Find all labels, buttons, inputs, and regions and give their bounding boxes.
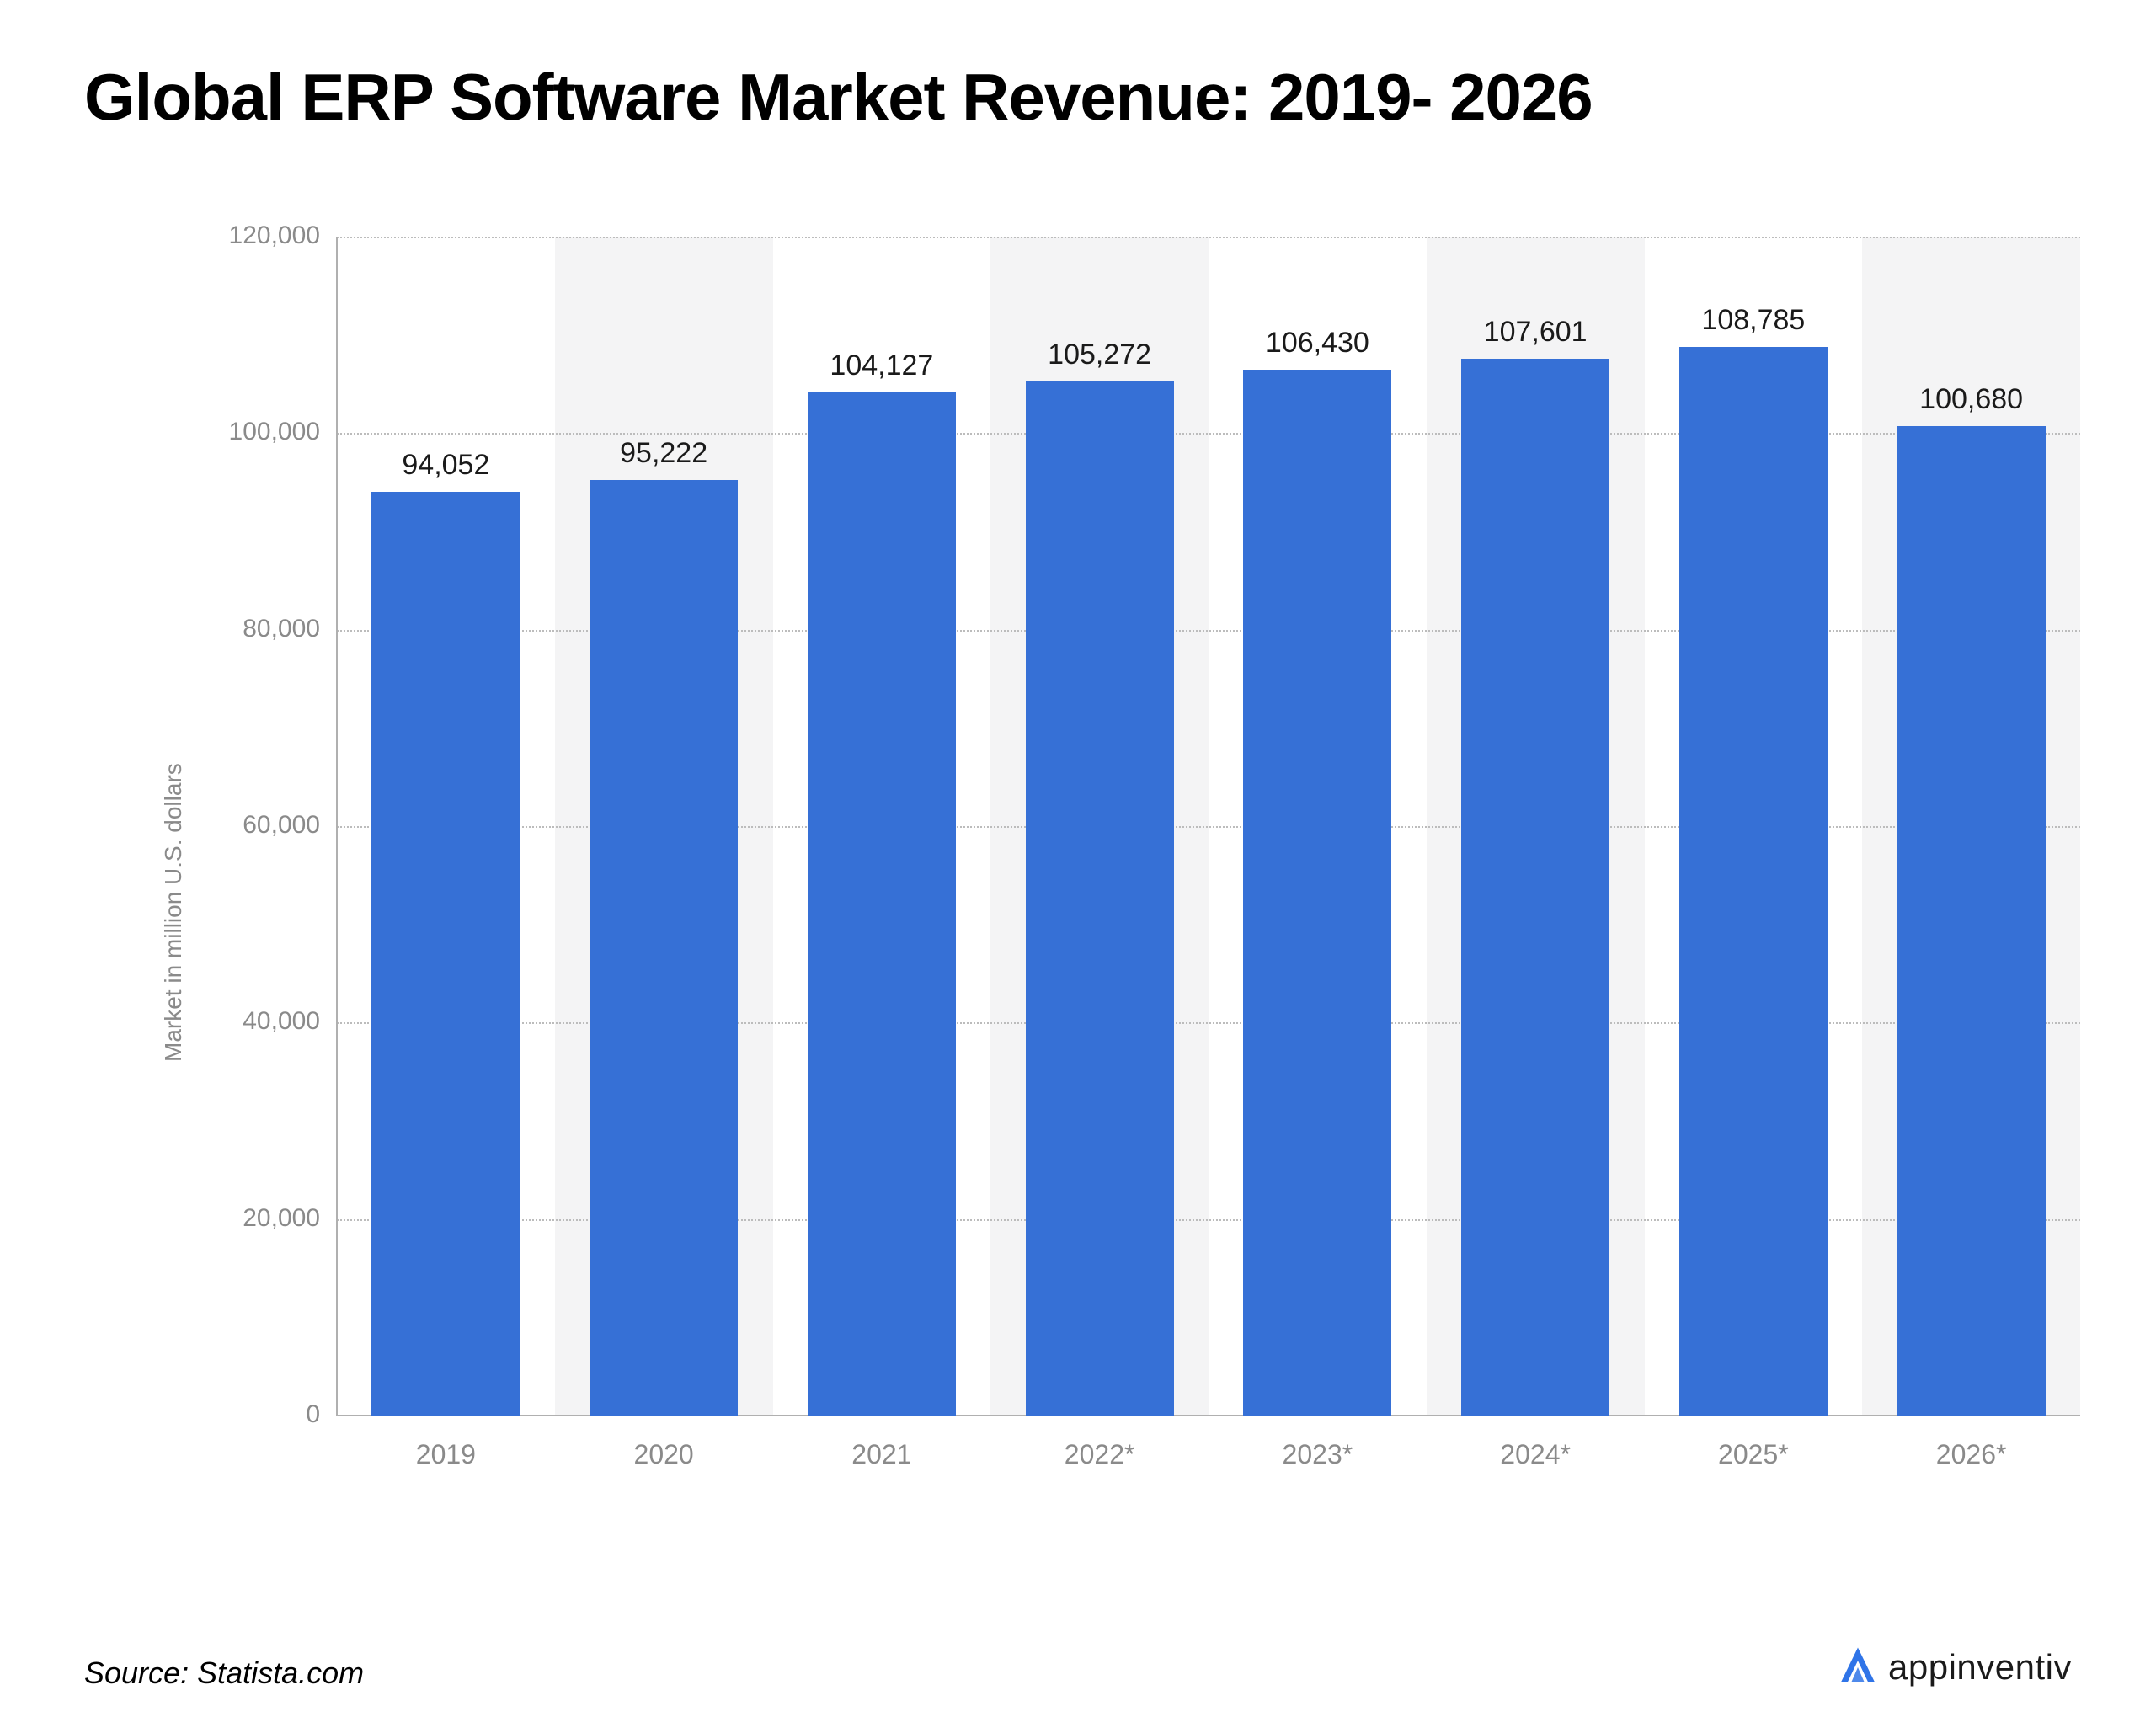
x-tick-label: 2023* <box>1209 1439 1427 1470</box>
y-axis-label: Market in million U.S. dollars <box>160 763 187 1062</box>
y-tick-label: 60,000 <box>185 811 320 840</box>
bar-value-label: 105,272 <box>990 339 1209 371</box>
bar-value-label: 100,680 <box>1862 383 2080 416</box>
plot-area: 020,00040,00060,00080,000100,000120,0009… <box>337 237 2080 1416</box>
bar-value-label: 108,785 <box>1645 304 1863 337</box>
x-tick-label: 2025* <box>1645 1439 1863 1470</box>
bar <box>808 392 956 1416</box>
bar-value-label: 107,601 <box>1427 316 1645 349</box>
bar <box>1679 347 1828 1416</box>
appinventiv-logo-icon <box>1834 1644 1881 1691</box>
x-tick-label: 2020 <box>555 1439 773 1470</box>
logo-text: appinventiv <box>1888 1647 2072 1688</box>
x-tick-label: 2026* <box>1862 1439 2080 1470</box>
bar-value-label: 104,127 <box>773 349 991 382</box>
bar <box>1461 359 1609 1416</box>
page: Global ERP Software Market Revenue: 2019… <box>0 0 2156 1733</box>
y-tick-label: 40,000 <box>185 1007 320 1036</box>
x-tick-label: 2021 <box>773 1439 991 1470</box>
bar <box>590 480 738 1416</box>
chart-area: Market in million U.S. dollars 0 20,000 40… <box>84 237 2072 1500</box>
y-tick-label: 100,000 <box>185 418 320 446</box>
bar-value-label: 94,052 <box>337 449 555 482</box>
bar <box>1243 370 1391 1416</box>
logo: appinventiv <box>1834 1644 2072 1691</box>
bar <box>371 492 520 1416</box>
y-tick-label: 80,000 <box>185 615 320 643</box>
grid-line <box>337 237 2080 238</box>
bar <box>1897 426 2046 1416</box>
x-tick-label: 2024* <box>1427 1439 1645 1470</box>
bar <box>1026 381 1174 1416</box>
x-tick-label: 2022* <box>990 1439 1209 1470</box>
y-tick-label: 20,000 <box>185 1204 320 1233</box>
source-text: Source: Statista.com <box>84 1656 364 1691</box>
y-tick-label: 0 <box>185 1400 320 1429</box>
x-tick-label: 2019 <box>337 1439 555 1470</box>
y-axis-line <box>336 237 338 1416</box>
chart-title: Global ERP Software Market Revenue: 2019… <box>84 59 2072 136</box>
y-tick-label: 120,000 <box>185 221 320 250</box>
footer: Source: Statista.com appinventiv <box>84 1644 2072 1691</box>
bar-value-label: 106,430 <box>1209 327 1427 360</box>
bar-value-label: 95,222 <box>555 437 773 470</box>
